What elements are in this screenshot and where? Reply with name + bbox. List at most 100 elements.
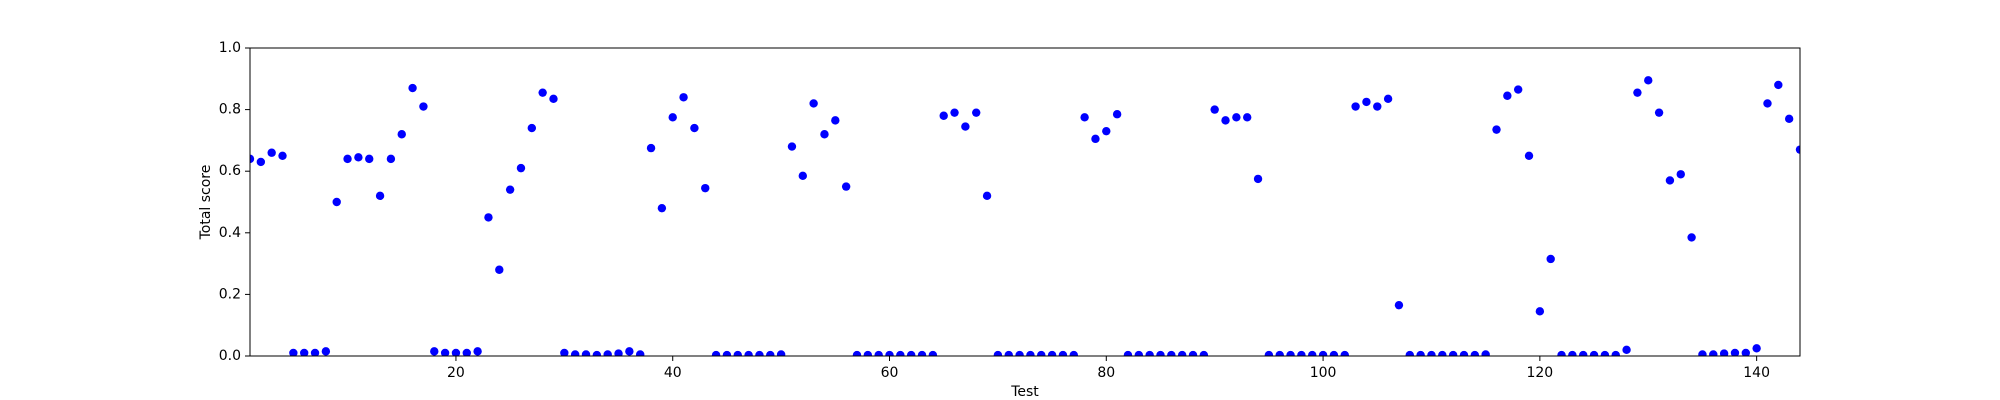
point xyxy=(776,350,786,356)
point xyxy=(1589,350,1599,356)
point xyxy=(1243,113,1252,122)
point xyxy=(1286,350,1295,356)
x-tick-label: 100 xyxy=(1310,365,1337,381)
point xyxy=(1513,85,1523,94)
point xyxy=(256,157,266,167)
point xyxy=(1633,88,1642,97)
point xyxy=(1058,350,1068,356)
point xyxy=(1535,307,1545,316)
point xyxy=(820,130,829,139)
point xyxy=(1351,102,1360,111)
point xyxy=(1459,350,1469,356)
point xyxy=(809,99,818,108)
point xyxy=(375,191,385,201)
point xyxy=(1676,170,1685,179)
point xyxy=(939,111,948,120)
point xyxy=(321,347,331,356)
point xyxy=(495,265,504,274)
point xyxy=(473,347,482,356)
point xyxy=(852,350,862,356)
point xyxy=(1405,350,1414,356)
y-tick-label: 0.2 xyxy=(219,286,241,302)
point xyxy=(516,163,526,173)
point xyxy=(1622,345,1631,355)
point xyxy=(1470,350,1480,356)
point xyxy=(1644,76,1653,85)
point xyxy=(1102,126,1111,136)
point xyxy=(1329,350,1339,356)
x-tick-label: 80 xyxy=(1097,365,1115,381)
point xyxy=(1069,350,1078,356)
point xyxy=(310,348,320,356)
point xyxy=(505,185,515,194)
point xyxy=(863,350,873,356)
point xyxy=(831,116,840,125)
point xyxy=(332,197,341,207)
y-tick-label: 0.8 xyxy=(219,102,241,118)
point xyxy=(668,113,677,122)
point xyxy=(1112,110,1122,119)
point xyxy=(722,350,732,356)
point xyxy=(299,348,309,356)
point xyxy=(408,83,417,93)
point xyxy=(603,350,612,356)
point xyxy=(549,94,558,104)
point xyxy=(928,350,938,356)
point xyxy=(1568,350,1577,356)
point xyxy=(625,347,634,356)
point xyxy=(1524,151,1534,160)
point xyxy=(1177,350,1187,356)
point xyxy=(1687,233,1696,242)
point xyxy=(896,350,905,356)
point xyxy=(440,348,450,356)
point xyxy=(581,350,591,356)
point xyxy=(711,350,721,356)
point xyxy=(1579,350,1588,356)
point xyxy=(906,350,916,356)
point xyxy=(1188,350,1198,356)
y-tick-label: 0.4 xyxy=(219,225,241,241)
point xyxy=(1719,349,1729,356)
point xyxy=(1654,108,1664,117)
point xyxy=(484,213,493,222)
point xyxy=(1546,254,1555,264)
point xyxy=(1047,350,1057,356)
point xyxy=(1080,113,1089,122)
point xyxy=(798,171,807,181)
point xyxy=(657,203,667,213)
point xyxy=(787,142,797,151)
point xyxy=(354,153,363,162)
point xyxy=(538,88,547,97)
point xyxy=(1709,350,1718,356)
point xyxy=(646,143,656,153)
point xyxy=(1221,116,1230,125)
point xyxy=(386,154,396,164)
x-tick-label: 20 xyxy=(447,365,465,381)
y-axis-label: Total score xyxy=(198,165,214,241)
point xyxy=(1275,350,1284,356)
point xyxy=(701,183,710,193)
point xyxy=(1665,176,1675,185)
point xyxy=(614,349,623,356)
point xyxy=(1210,105,1219,114)
point xyxy=(1156,350,1165,356)
point xyxy=(1600,350,1610,356)
point xyxy=(1611,350,1620,356)
point xyxy=(570,350,580,356)
point xyxy=(1438,350,1447,356)
x-tick-label: 60 xyxy=(881,365,899,381)
axes-frame xyxy=(249,47,1801,357)
point xyxy=(679,93,688,102)
point xyxy=(1730,348,1740,356)
point xyxy=(972,108,981,117)
point xyxy=(885,350,894,356)
point xyxy=(365,154,374,164)
point xyxy=(744,350,753,356)
y-tick-label: 0.0 xyxy=(219,348,241,364)
point xyxy=(1448,350,1458,356)
point xyxy=(1199,350,1209,356)
point xyxy=(1383,94,1393,104)
x-tick-label: 120 xyxy=(1526,365,1553,381)
point xyxy=(1318,350,1328,356)
